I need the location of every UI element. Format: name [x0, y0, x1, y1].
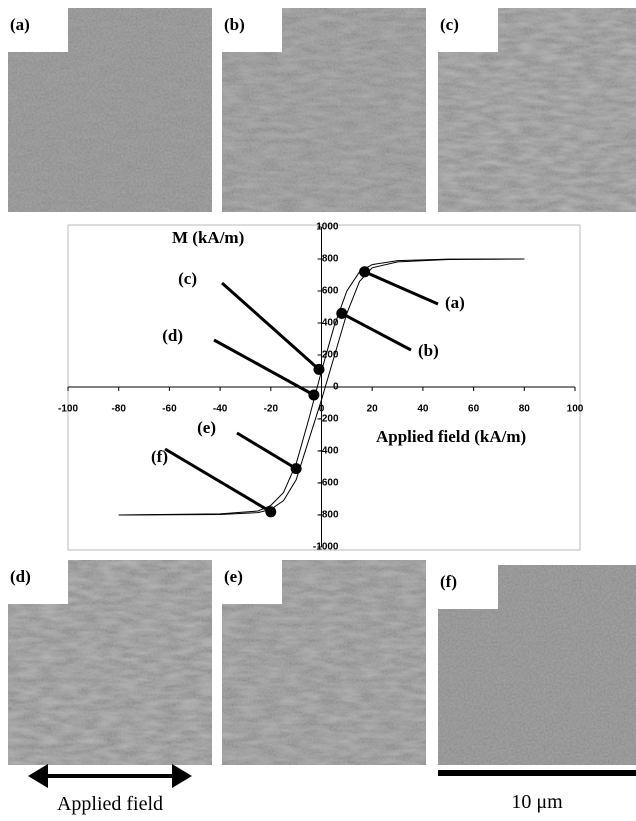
panel-label: (b) [224, 15, 245, 34]
annotation-label: (a) [445, 293, 465, 312]
y-tick-label: -400 [318, 446, 338, 457]
marker [359, 266, 370, 277]
annotation-label: (f) [151, 447, 168, 466]
x-tick-label: -80 [111, 404, 126, 415]
y-tick-label: 0 [333, 382, 339, 393]
marker [336, 308, 347, 319]
panel-label: (c) [440, 15, 459, 34]
x-tick-label: -40 [213, 404, 228, 415]
marker [308, 390, 319, 401]
page: (a) (b) (c) (d) (e) (f) M (kA/m) Applied fiel… [0, 0, 636, 821]
y-tick-label: -600 [318, 478, 338, 489]
panel-label: (e) [224, 567, 243, 586]
marker [265, 506, 276, 517]
y-tick-label: 1000 [316, 222, 339, 233]
annotation-label: (d) [162, 326, 183, 345]
panel-label: (f) [440, 572, 457, 591]
x-tick-label: 80 [519, 404, 531, 415]
marker [291, 463, 302, 474]
panel-label: (d) [10, 567, 31, 586]
leader-line [222, 283, 319, 369]
x-tick-label: -60 [162, 404, 177, 415]
y-tick-label: 800 [322, 254, 339, 265]
y-tick-label: -200 [318, 414, 338, 425]
marker [313, 364, 324, 375]
leader-line [365, 272, 438, 304]
annotation-label: (b) [418, 341, 439, 360]
y-tick-label: 600 [322, 286, 339, 297]
x-tick-label: 40 [417, 404, 429, 415]
x-tick-label: 60 [468, 404, 480, 415]
leader-line [342, 313, 411, 350]
arrow-head [172, 764, 192, 788]
scale-bar-label: 10 μm [511, 791, 563, 813]
figure: (a) (b) (c) (d) (e) (f) M (kA/m) Applied fiel… [0, 0, 636, 821]
x-axis-label: Applied field (kA/m) [376, 427, 526, 446]
arrow-label: Applied field [57, 793, 163, 815]
y-axis-label: M (kA/m) [172, 228, 244, 247]
panel-label: (a) [10, 15, 30, 34]
x-tick-label: 20 [367, 404, 379, 415]
x-tick-label: -100 [58, 404, 78, 415]
leader-line [237, 433, 296, 469]
annotation-label: (c) [178, 269, 197, 288]
y-tick-label: -1000 [313, 542, 339, 553]
x-tick-label: -20 [264, 404, 279, 415]
leader-line [165, 449, 271, 512]
y-tick-label: -800 [318, 510, 338, 521]
x-tick-label: 100 [567, 404, 584, 415]
annotation-label: (e) [197, 418, 216, 437]
arrow-head [28, 764, 48, 788]
